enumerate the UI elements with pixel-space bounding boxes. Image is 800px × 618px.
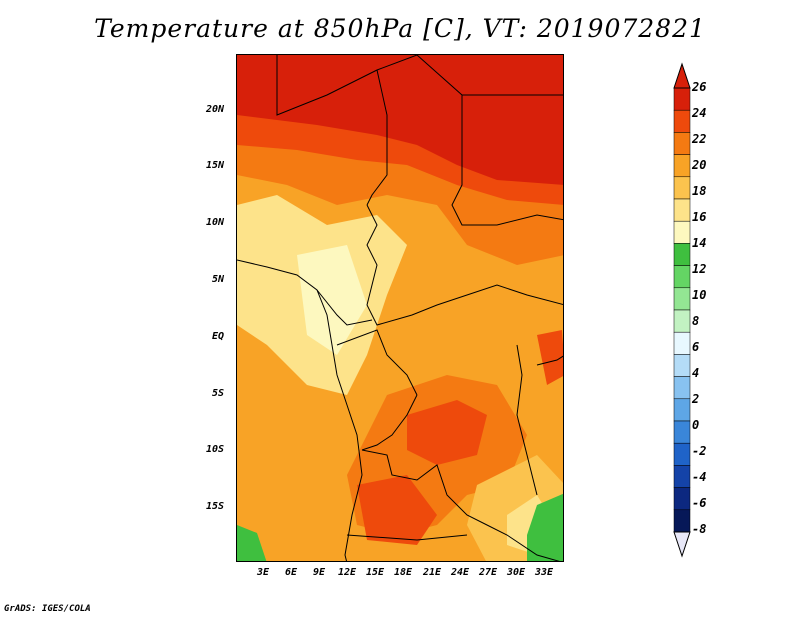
colorbar-label-neg2: -2: [692, 444, 707, 458]
colorbar-swatch: [673, 154, 691, 178]
lon-tick-21e: 21E: [423, 567, 442, 578]
temperature-field: [237, 55, 563, 561]
lat-tick-eq: EQ: [212, 331, 225, 342]
colorbar-swatch: [673, 354, 691, 377]
colorbar-swatch: [673, 287, 691, 311]
lat-tick-5s: 5S: [212, 388, 225, 399]
colorbar-label-14: 14: [692, 236, 707, 250]
colorbar-label-4: 4: [692, 366, 700, 380]
lon-tick-12e: 12E: [338, 567, 357, 578]
colorbar-swatch: [673, 398, 691, 422]
border-central-4: [361, 394, 418, 451]
colorbar-label-0: 0: [692, 418, 700, 432]
colorbar-swatch: [673, 309, 691, 333]
colorbar-swatch: [673, 420, 691, 444]
colorbar-bottom-arrow: [673, 531, 691, 558]
field-warmer-south: [407, 400, 487, 465]
border-north-3: [416, 55, 563, 226]
lon-tick-18e: 18E: [394, 567, 413, 578]
colorbar-label-20: 20: [692, 158, 707, 172]
colorbar-label-neg6: -6: [692, 496, 707, 510]
lon-tick-15e: 15E: [366, 567, 385, 578]
colorbar-swatch: [673, 265, 691, 289]
border-north-2: [366, 69, 388, 206]
colorbar-swatch: [673, 176, 691, 200]
field-coolest-patch: [297, 245, 367, 355]
colorbar-label-neg4: -4: [692, 470, 707, 484]
colorbar-swatch: [673, 109, 691, 133]
colorbar-swatches: [673, 87, 691, 533]
colorbar-label-22: 22: [692, 132, 707, 146]
colorbar-label-2: 2: [692, 392, 700, 406]
colorbar-swatch: [673, 132, 691, 155]
lat-tick-20n: 20N: [206, 104, 225, 115]
colorbar-swatch: [673, 331, 691, 355]
lat-tick-5n: 5N: [212, 274, 225, 285]
border-central-1: [366, 204, 563, 326]
border-east-1: [516, 344, 538, 496]
field-green-southeast: [527, 493, 563, 561]
colorbar-swatch: [673, 442, 691, 466]
lon-tick-33e: 33E: [535, 567, 554, 578]
lon-tick-27e: 27E: [479, 567, 498, 578]
colorbar-top-arrow: [673, 62, 691, 89]
border-east-2: [536, 355, 563, 366]
colorbar-swatch: [673, 376, 691, 400]
colorbar-label-neg8: -8: [692, 522, 707, 536]
lon-tick-6e: 6E: [285, 567, 298, 578]
colorbar-label-6: 6: [692, 340, 700, 354]
field-warm-east: [537, 330, 563, 385]
lat-tick-10n: 10N: [206, 217, 225, 228]
colorbar-swatch: [673, 465, 691, 488]
colorbar-swatch: [673, 243, 691, 266]
colorbar: [673, 62, 691, 558]
lat-tick-15s: 15S: [206, 501, 225, 512]
colorbar-swatch: [673, 220, 691, 244]
field-hot-north: [237, 55, 563, 185]
temperature-map: [236, 54, 564, 562]
colorbar-label-8: 8: [692, 314, 700, 328]
field-warmer-southwest: [357, 475, 437, 545]
field-green-southwest: [237, 525, 267, 561]
lon-tick-9e: 9E: [313, 567, 326, 578]
lon-tick-30e: 30E: [507, 567, 526, 578]
colorbar-swatch: [673, 87, 691, 111]
lon-tick-24e: 24E: [451, 567, 470, 578]
colorbar-label-10: 10: [692, 288, 707, 302]
lat-tick-10s: 10S: [206, 444, 225, 455]
grads-credit: GrADS: IGES/COLA: [4, 604, 91, 614]
colorbar-label-12: 12: [692, 262, 707, 276]
colorbar-label-24: 24: [692, 106, 707, 120]
border-central-3: [336, 329, 418, 396]
colorbar-swatch: [673, 487, 691, 511]
colorbar-label-16: 16: [692, 210, 707, 224]
lon-tick-3e: 3E: [257, 567, 270, 578]
colorbar-swatch: [673, 198, 691, 222]
border-north-1: [276, 55, 418, 116]
border-central-2: [316, 289, 373, 326]
border-south-1: [361, 449, 560, 561]
colorbar-swatch: [673, 509, 691, 533]
border-south-2: [346, 534, 468, 541]
map-title: Temperature at 850hPa [C], VT: 201907282…: [94, 14, 706, 43]
country-borders: [237, 55, 563, 561]
coastline: [237, 259, 363, 561]
colorbar-label-18: 18: [692, 184, 707, 198]
lat-tick-15n: 15N: [206, 160, 225, 171]
colorbar-label-26: 26: [692, 80, 707, 94]
